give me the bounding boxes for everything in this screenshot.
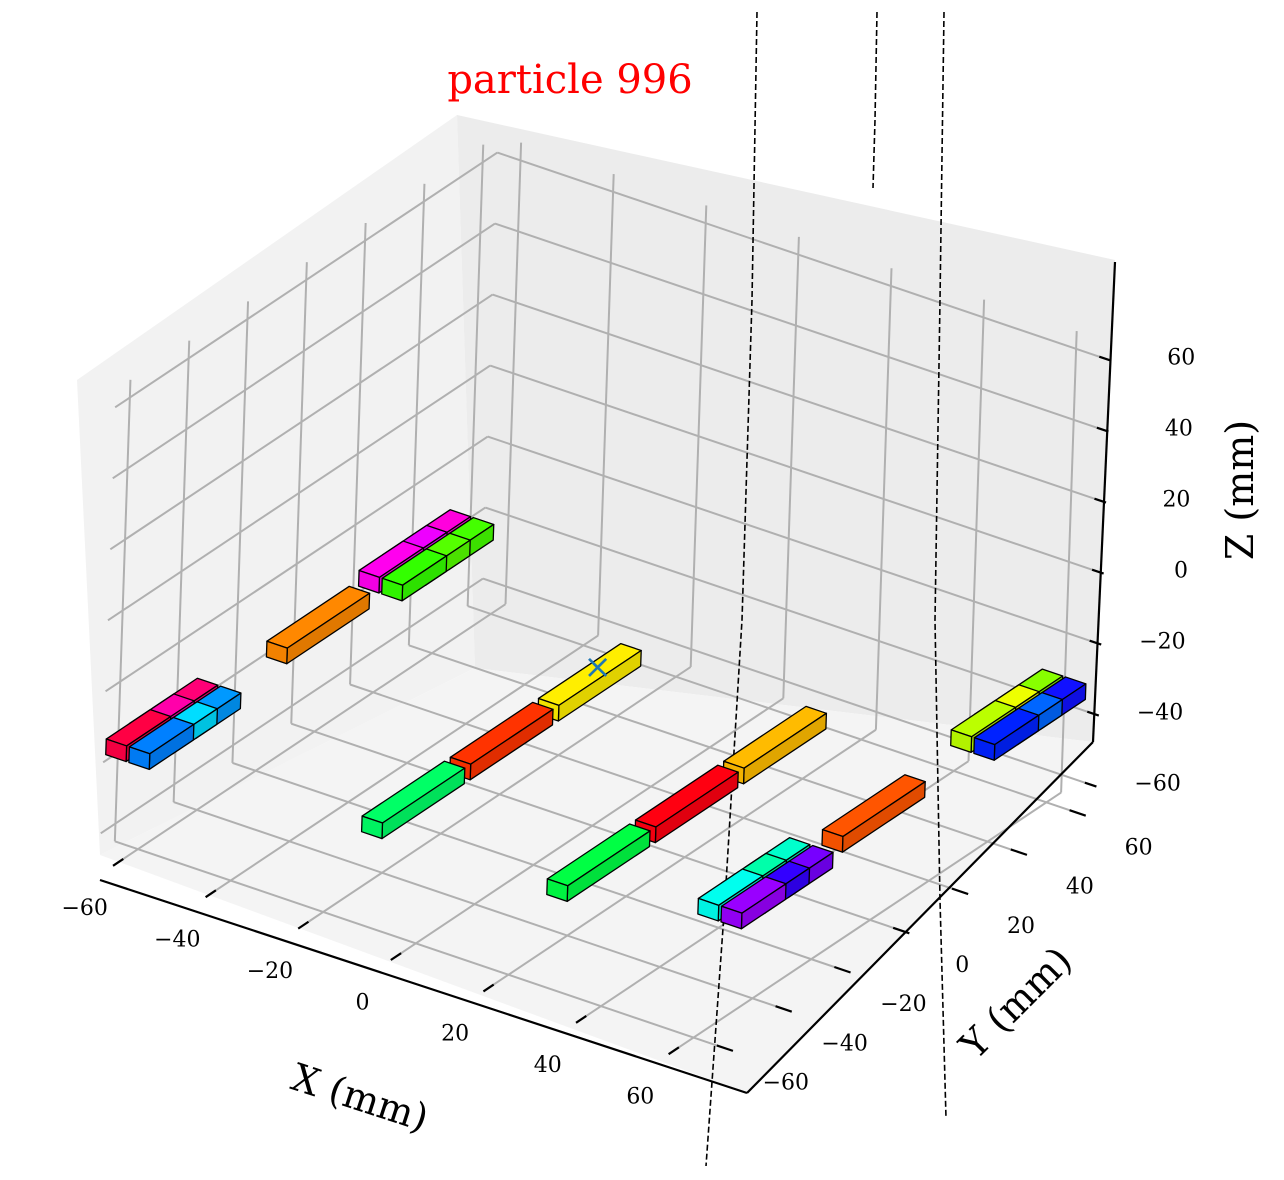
bar	[128, 716, 195, 771]
grid-line	[1060, 331, 1078, 793]
bar	[722, 705, 828, 785]
x-tick	[112, 858, 124, 867]
tick-label: 40	[1165, 417, 1193, 442]
grid-line	[492, 293, 1095, 500]
x-tick	[204, 889, 217, 899]
dashed-tracks	[705, 11, 947, 1167]
tick-marks	[112, 355, 1112, 1056]
grid-line	[109, 293, 494, 551]
z-tick	[1084, 781, 1097, 788]
bar-front-face	[697, 897, 720, 922]
y-tick	[716, 1044, 734, 1052]
tick-label: −60	[62, 896, 108, 921]
tick-label: 60	[1125, 835, 1153, 860]
tick-label: 60	[1167, 346, 1195, 371]
grid-line	[349, 683, 953, 890]
x-axis-line	[99, 878, 748, 1095]
z-tick	[1098, 355, 1112, 362]
x-tick	[575, 1015, 587, 1024]
z-tick	[1096, 426, 1109, 433]
z-tick	[1089, 639, 1102, 646]
tick-label: −20	[1139, 630, 1185, 655]
grid-line	[114, 151, 498, 409]
tick-label: −40	[1137, 701, 1183, 726]
tick-label: 20	[1162, 488, 1190, 513]
y-tick	[892, 926, 910, 935]
origin-marker: ×	[583, 647, 612, 687]
grid-line	[493, 728, 877, 986]
tick-label: 0	[356, 990, 370, 1015]
grid-line	[497, 151, 1100, 358]
tick-label: −40	[821, 1031, 867, 1056]
tick-label: −40	[154, 927, 200, 952]
z-tick	[1091, 568, 1104, 575]
tick-label: −60	[763, 1071, 809, 1096]
bar	[381, 548, 448, 602]
pane-back-left	[77, 115, 475, 855]
z-axis-label: Z (mm)	[1218, 420, 1262, 560]
grid-line	[489, 364, 1093, 571]
bar-front-face	[381, 577, 404, 602]
y-tick	[951, 887, 969, 896]
tick-label: 0	[1174, 559, 1188, 584]
bar-front-face	[128, 746, 151, 771]
z-tick	[1086, 710, 1100, 717]
grid-line	[494, 222, 1098, 429]
dashed-track-3	[934, 11, 947, 1119]
tick-label: −20	[247, 959, 293, 984]
z-tick	[1094, 497, 1107, 504]
bar-front-face	[546, 878, 569, 903]
bar-front-face	[357, 569, 381, 594]
grid-line	[967, 299, 986, 762]
y-tick	[1010, 848, 1028, 856]
bar-front-face	[265, 640, 288, 665]
bar	[821, 774, 926, 853]
bar-front-face	[105, 738, 128, 763]
grid-line	[408, 644, 1012, 851]
grid-line	[678, 791, 1062, 1049]
tick-label: 60	[626, 1084, 654, 1109]
tick-label: 20	[1007, 914, 1035, 939]
y-tick	[775, 1005, 793, 1013]
x-tick	[390, 952, 402, 961]
tick-label: 0	[955, 953, 969, 978]
bar-front-face	[720, 905, 743, 930]
bar-front-face	[821, 828, 844, 853]
chart-title: particle 996	[447, 57, 692, 103]
tick-label: −20	[880, 992, 926, 1017]
grid-line	[112, 222, 496, 480]
grid-line	[874, 268, 893, 730]
tick-label: 40	[1066, 875, 1094, 900]
tick-label: −60	[1134, 772, 1180, 797]
y-tick	[833, 965, 851, 974]
tick-label: 40	[534, 1053, 562, 1078]
dashed-track-1	[705, 11, 758, 1167]
bar	[546, 823, 651, 903]
bar	[265, 585, 371, 665]
grid-line	[107, 364, 491, 622]
bars-group	[105, 509, 1087, 930]
y-axis-label: Y (mm)	[950, 938, 1080, 1068]
x-tick	[482, 983, 495, 993]
tick-label: 20	[441, 1022, 469, 1047]
pane-back-right	[457, 115, 1115, 742]
x-tick	[297, 920, 310, 930]
tick-labels: −60 −40 −20 0 20 40 60 −60 −40 −20 0 20 40 60 60 40 20 0 −…	[62, 346, 1196, 1110]
x-axis-label: X (mm)	[286, 1055, 434, 1140]
bar-front-face	[360, 815, 384, 840]
bar	[360, 760, 466, 840]
y-tick	[1069, 809, 1087, 817]
bar-front-face	[950, 729, 973, 754]
bar	[720, 876, 787, 930]
dashed-track-2	[872, 11, 878, 189]
grid-line	[467, 605, 1070, 812]
x-tick	[667, 1046, 680, 1056]
y-axis-line	[746, 741, 1094, 1094]
bar-front-face	[973, 737, 996, 761]
bar	[973, 707, 1040, 761]
